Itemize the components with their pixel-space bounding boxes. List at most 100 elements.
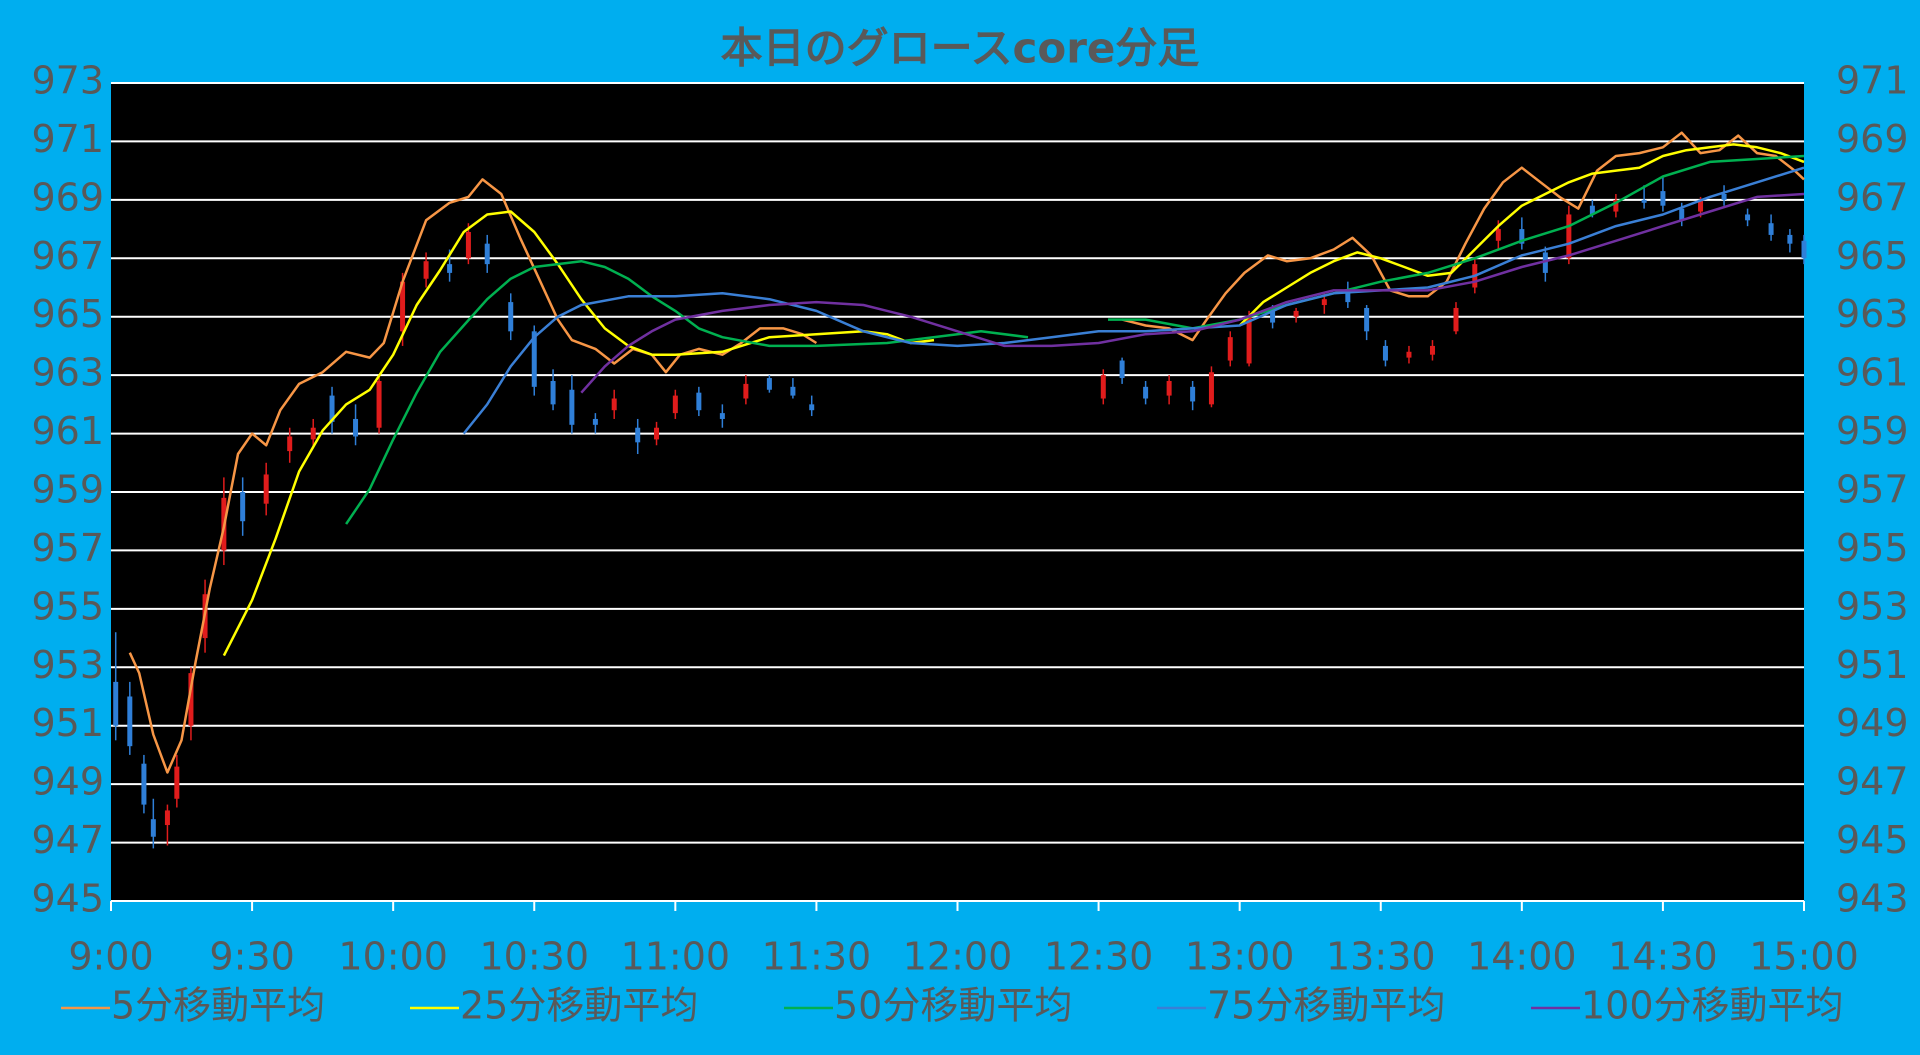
candle-body xyxy=(1679,208,1685,221)
candle-body xyxy=(1566,214,1572,259)
legend-label: 50分移動平均 xyxy=(834,984,1072,1028)
candle-body xyxy=(188,673,194,726)
candle-body xyxy=(1801,240,1807,259)
candle-body xyxy=(1321,299,1327,306)
x-tick-label: 10:30 xyxy=(479,935,589,979)
y2-tick-label: 943 xyxy=(1836,877,1909,921)
candle-body xyxy=(310,427,316,440)
x-tick-label: 13:30 xyxy=(1326,935,1436,979)
legend-label: 5分移動平均 xyxy=(111,984,325,1028)
candle-body xyxy=(1721,194,1727,200)
candle-body xyxy=(531,331,537,387)
y2-tick-label: 969 xyxy=(1836,117,1909,161)
candle-body xyxy=(766,378,772,390)
candle-body xyxy=(465,231,471,259)
y-tick-label: 955 xyxy=(31,584,104,628)
y-tick-label: 959 xyxy=(31,468,104,512)
y-tick-label: 963 xyxy=(31,351,104,395)
candle-body xyxy=(790,386,796,396)
y-tick-label: 961 xyxy=(31,409,104,453)
candle-body xyxy=(1589,205,1595,215)
y2-tick-label: 971 xyxy=(1836,59,1909,103)
x-tick-label: 14:00 xyxy=(1467,935,1577,979)
candle-body xyxy=(164,810,170,826)
candle-body xyxy=(611,398,617,411)
candle-body xyxy=(1208,372,1214,405)
candle-body xyxy=(743,383,749,399)
candle-body xyxy=(1270,310,1276,323)
candle-body xyxy=(423,261,429,279)
candle-body xyxy=(672,395,678,414)
x-tick-label: 15:00 xyxy=(1749,935,1859,979)
candle-body xyxy=(1745,214,1751,221)
y-tick-label: 971 xyxy=(31,117,104,161)
candle-body xyxy=(719,413,725,419)
y2-tick-label: 963 xyxy=(1836,292,1909,336)
legend-label: 25分移動平均 xyxy=(460,984,698,1028)
candle-body xyxy=(447,264,453,273)
y-tick-label: 951 xyxy=(31,701,104,745)
candle-body xyxy=(1190,386,1196,402)
candle-body xyxy=(1166,380,1172,396)
y2-tick-label: 945 xyxy=(1836,818,1909,862)
candle-body xyxy=(174,766,180,799)
candle-body xyxy=(484,243,490,265)
x-tick-label: 11:30 xyxy=(762,935,872,979)
y-tick-label: 973 xyxy=(31,59,104,103)
y2-tick-label: 947 xyxy=(1836,760,1909,804)
candle-body xyxy=(550,380,556,405)
y2-tick-label: 955 xyxy=(1836,526,1909,570)
candle-body xyxy=(809,404,815,411)
candle-body xyxy=(1345,293,1351,303)
chart-title: 本日のグロースcore分足 xyxy=(721,24,1200,73)
ma-line xyxy=(345,154,1805,525)
ma-line xyxy=(222,143,1805,657)
y-tick-label: 947 xyxy=(31,818,104,862)
candle-body xyxy=(1453,307,1459,332)
candle-body xyxy=(1382,345,1388,361)
candle-body xyxy=(654,427,660,440)
candle-body xyxy=(263,474,269,504)
x-tick-label: 10:00 xyxy=(338,935,448,979)
candle-body xyxy=(1429,345,1435,355)
y2-tick-label: 967 xyxy=(1836,175,1909,219)
legend-label: 100分移動平均 xyxy=(1581,984,1844,1028)
y2-tick-label: 965 xyxy=(1836,234,1909,278)
candle-body xyxy=(1641,199,1647,203)
y-tick-label: 949 xyxy=(31,760,104,804)
y-tick-label: 969 xyxy=(31,175,104,219)
y2-tick-label: 961 xyxy=(1836,351,1909,395)
candle-body xyxy=(635,427,641,443)
candle-body xyxy=(1406,351,1412,358)
legend-label: 75分移動平均 xyxy=(1207,984,1445,1028)
candle-body xyxy=(1542,252,1548,273)
candle-body xyxy=(113,681,119,726)
y-tick-label: 957 xyxy=(31,526,104,570)
candle-body xyxy=(353,418,359,437)
candle-body xyxy=(1613,199,1619,212)
candle-body xyxy=(1787,234,1793,244)
candle-body xyxy=(569,389,575,425)
x-tick-label: 11:00 xyxy=(621,935,731,979)
candle-body xyxy=(150,819,156,837)
candle-body xyxy=(508,302,514,332)
candle-body xyxy=(400,281,406,332)
x-tick-label: 9:30 xyxy=(209,935,294,979)
y-tick-label: 965 xyxy=(31,292,104,336)
y2-tick-label: 951 xyxy=(1836,643,1909,687)
y-tick-label: 945 xyxy=(31,877,104,921)
candle-body xyxy=(287,436,293,452)
candle-body xyxy=(1768,223,1774,235)
y2-tick-label: 957 xyxy=(1836,468,1909,512)
x-tick-label: 12:30 xyxy=(1044,935,1154,979)
candle-body xyxy=(329,395,335,422)
candle-body xyxy=(1519,229,1525,244)
x-tick-label: 12:00 xyxy=(903,935,1013,979)
candle-body xyxy=(1119,360,1125,379)
candle-body xyxy=(1227,337,1233,361)
y-tick-label: 953 xyxy=(31,643,104,687)
candle-body xyxy=(696,392,702,411)
candle-body xyxy=(376,380,382,428)
candle-body xyxy=(1495,229,1501,241)
